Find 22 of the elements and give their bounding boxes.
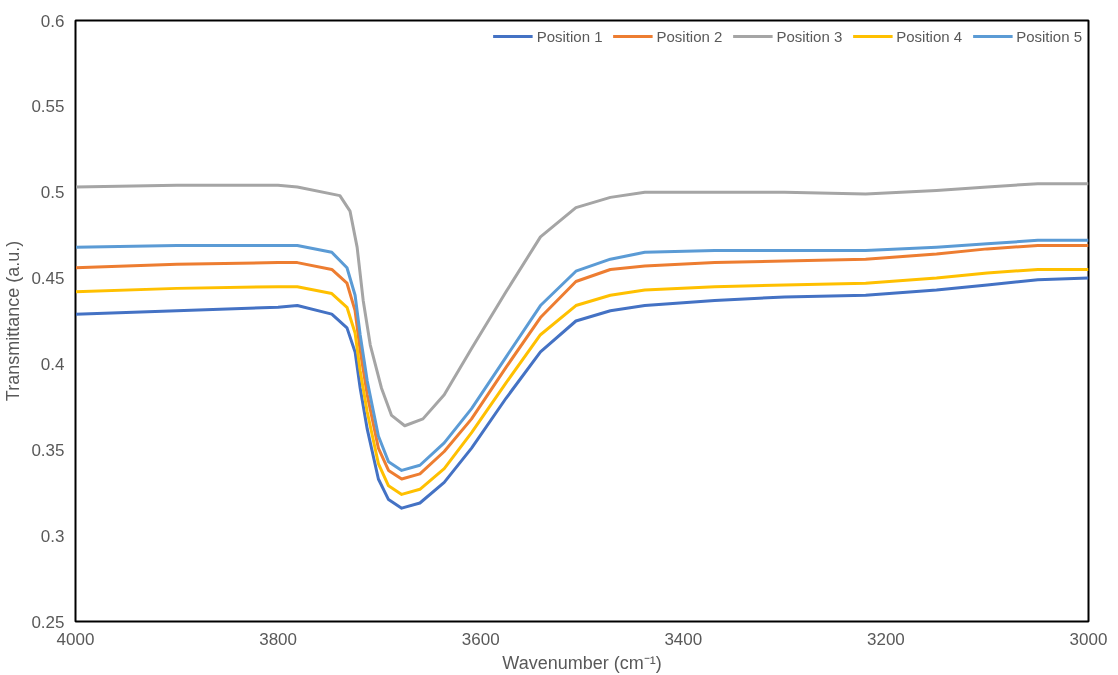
y-tick-label: 0.55 [31, 97, 65, 117]
y-tick-label: 0.6 [40, 11, 65, 31]
y-tick-label: 0.25 [31, 612, 65, 632]
x-tick-label: 3800 [259, 629, 298, 649]
legend-label: Position 4 [896, 27, 963, 45]
x-tick-label: 4000 [56, 629, 95, 649]
x-tick-label: 3200 [866, 629, 905, 649]
x-tick-label: 3400 [664, 629, 703, 649]
legend-label: Position 1 [536, 27, 603, 45]
y-axis-title: Transmittance (a.u.) [3, 240, 24, 402]
legend-label: Position 3 [776, 27, 843, 45]
line-series [75, 182, 1089, 428]
y-tick-label: 0.3 [40, 526, 65, 546]
y-tick-label: 0.35 [31, 440, 65, 460]
legend-label: Position 5 [1016, 27, 1082, 45]
x-axis-title: Wavenumber (cm⁻¹) [502, 652, 662, 673]
x-tick-label: 3000 [1069, 629, 1108, 649]
y-tick-label: 0.5 [40, 183, 65, 203]
y-tick-label: 0.45 [31, 269, 65, 289]
y-tick-label: 0.4 [40, 354, 65, 374]
x-tick-label: 3600 [461, 629, 500, 649]
legend-label: Position 2 [656, 27, 723, 45]
